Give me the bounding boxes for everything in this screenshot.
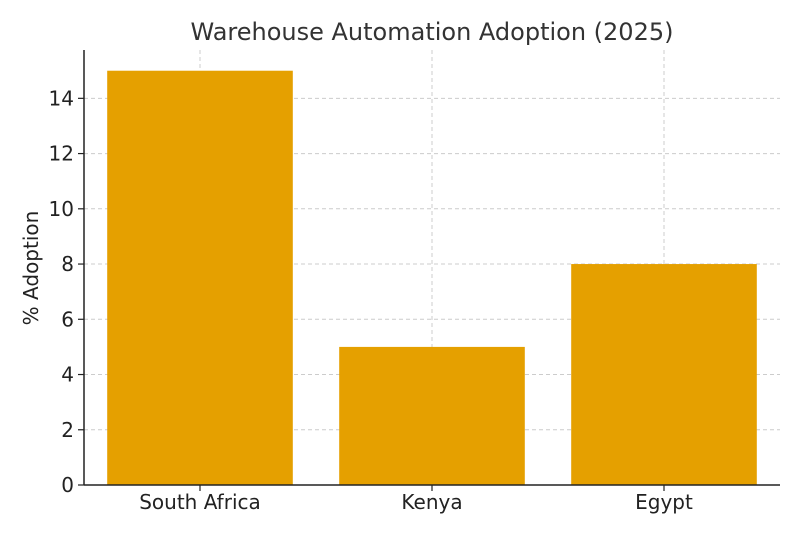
x-tick-label: Egypt	[635, 490, 693, 514]
y-tick-label: 14	[49, 86, 74, 110]
y-tick-label: 10	[49, 197, 74, 221]
x-tick-label: South Africa	[139, 490, 261, 514]
bar-south-africa	[107, 70, 293, 485]
y-tick-label: 6	[61, 307, 74, 331]
y-tick-label: 12	[49, 142, 74, 166]
y-axis-label: % Adoption	[19, 211, 43, 326]
bar-egypt	[571, 264, 757, 485]
bar-kenya	[339, 346, 525, 485]
y-tick-label: 0	[61, 473, 74, 497]
y-tick-label: 4	[61, 363, 74, 387]
y-ticks: 0 2 4 6 8 10 12 14	[49, 86, 84, 497]
y-tick-label: 8	[61, 252, 74, 276]
chart-title: Warehouse Automation Adoption (2025)	[191, 18, 674, 46]
x-tick-label: Kenya	[401, 490, 462, 514]
y-tick-label: 2	[61, 418, 74, 442]
x-ticks: South Africa Kenya Egypt	[139, 485, 693, 514]
bars	[107, 70, 757, 485]
